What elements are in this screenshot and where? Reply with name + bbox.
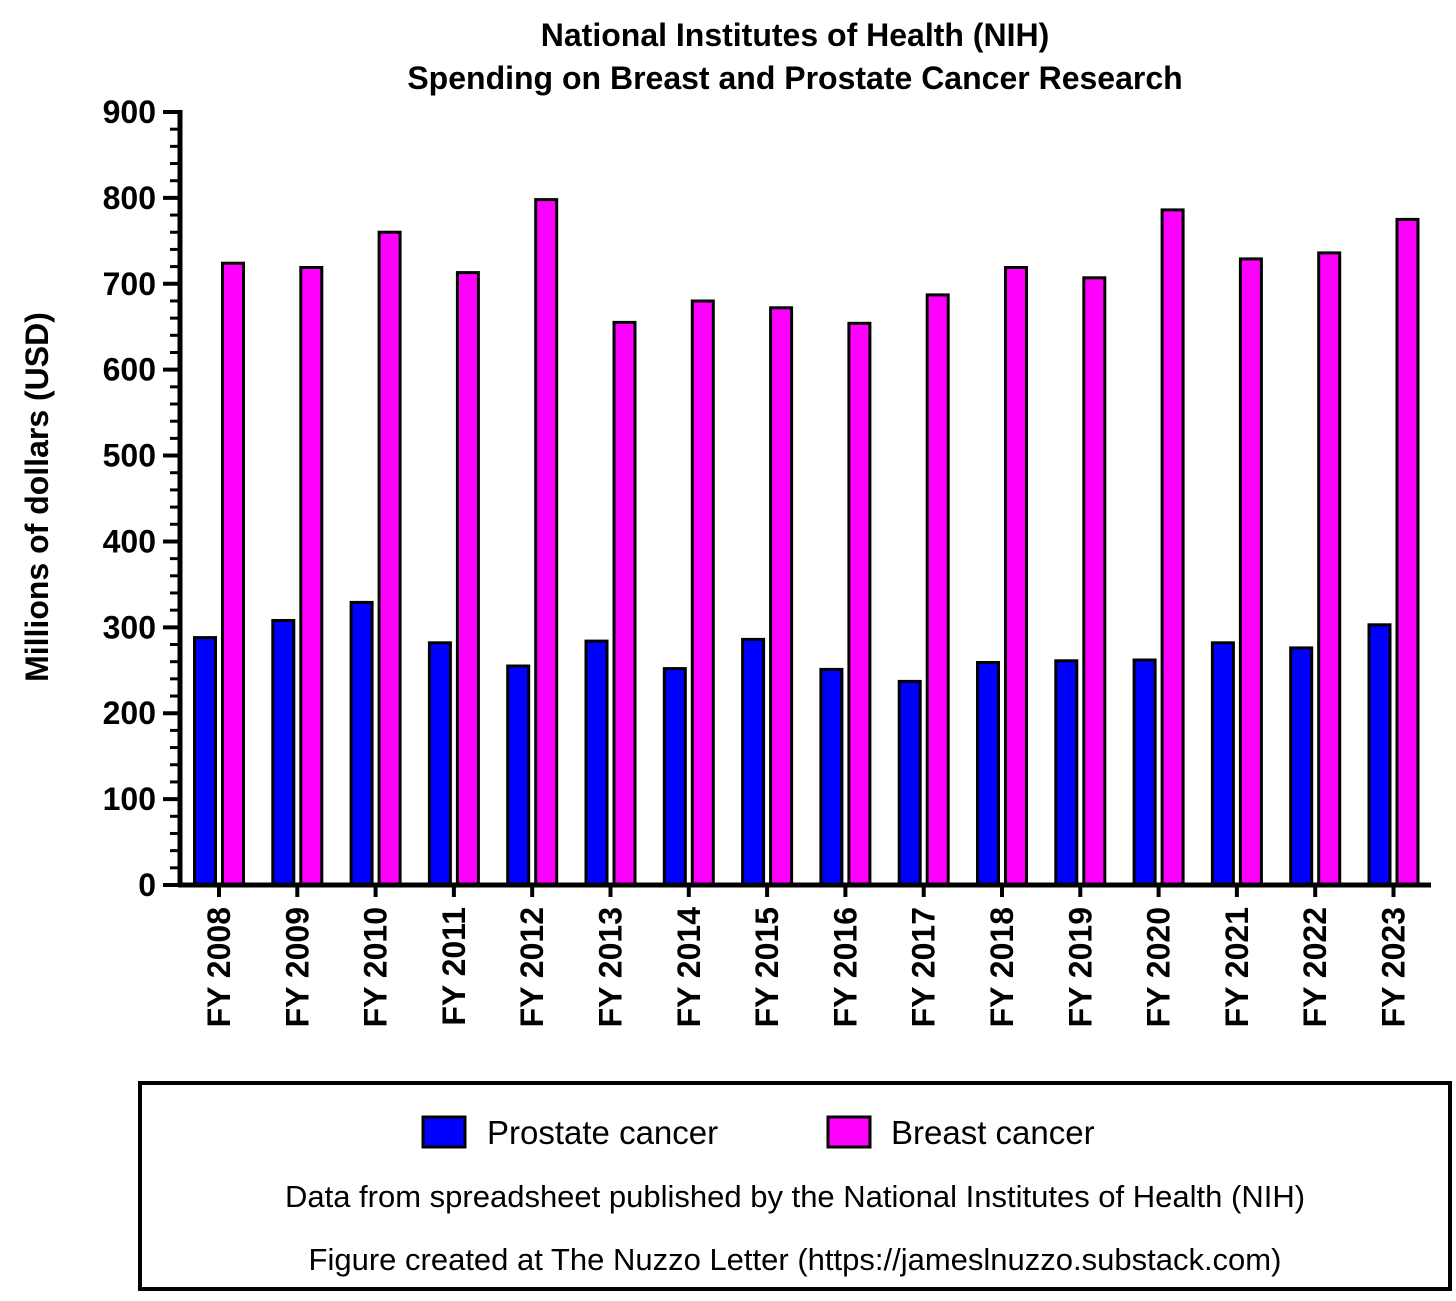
x-tick-label-fy-2022: FY 2022	[1297, 907, 1333, 1027]
bar-prostate-cancer-fy-2013	[584, 639, 609, 887]
bar-breast-cancer-fy-2018	[1004, 266, 1028, 887]
bar-prostate-cancer-fy-2009	[271, 619, 296, 887]
x-tick-label-fy-2012: FY 2012	[514, 907, 550, 1027]
bar-breast-cancer-fy-2010	[377, 230, 402, 887]
x-tick-label-fy-2008: FY 2008	[201, 907, 237, 1027]
bar-breast-cancer-fy-2020	[1160, 208, 1185, 887]
x-tick-label-fy-2016: FY 2016	[827, 907, 863, 1027]
bar-breast-cancer-fy-2017	[925, 293, 950, 887]
y-tick-label-700: 700	[103, 266, 156, 302]
x-tick-label-fy-2023: FY 2023	[1376, 907, 1412, 1027]
bar-breast-cancer-fy-2011	[455, 271, 480, 887]
x-tick-label-fy-2009: FY 2009	[279, 907, 315, 1027]
bar-prostate-cancer-fy-2011	[427, 641, 452, 887]
bar-breast-cancer-fy-2015	[769, 306, 794, 887]
legend-swatch-breast	[826, 1115, 872, 1149]
x-tick-label-fy-2014: FY 2014	[671, 907, 707, 1028]
x-tick-label-fy-2019: FY 2019	[1062, 907, 1098, 1027]
x-tick-label-fy-2013: FY 2013	[593, 907, 629, 1027]
x-axis-tick-labels: FY 2008 FY 2009 FY 2010 FY 2011 FY 2012 FY 20…	[201, 907, 1412, 1028]
y-tick-label-800: 800	[103, 180, 156, 216]
legend-swatch-prostate	[421, 1115, 467, 1149]
x-tick-label-fy-2010: FY 2010	[358, 907, 394, 1027]
bar-breast-cancer-fy-2012	[534, 198, 559, 887]
bar-breast-cancer-fy-2016	[847, 321, 872, 887]
y-tick-label-300: 300	[103, 609, 156, 645]
bar-breast-cancer-fy-2009	[299, 266, 324, 887]
legend-label-breast: Breast cancer	[891, 1114, 1095, 1151]
bar-breast-cancer-fy-2023	[1395, 217, 1420, 887]
figure-credit-note: Figure created at The Nuzzo Letter (http…	[309, 1242, 1282, 1277]
x-tick-label-fy-2018: FY 2018	[984, 907, 1020, 1027]
data-source-note: Data from spreadsheet published by the N…	[285, 1179, 1305, 1214]
y-axis-label: Millions of dollars (USD)	[19, 312, 55, 682]
legend-label-prostate: Prostate cancer	[487, 1114, 718, 1151]
bar-prostate-cancer-fy-2016	[819, 667, 844, 887]
y-tick-label-900: 900	[103, 94, 156, 130]
x-tick-label-fy-2021: FY 2021	[1219, 907, 1255, 1027]
y-axis-ticks	[163, 110, 180, 887]
x-tick-label-fy-2015: FY 2015	[749, 907, 785, 1027]
bar-prostate-cancer-fy-2021	[1210, 641, 1235, 887]
bars	[193, 198, 1420, 887]
bar-prostate-cancer-fy-2023	[1367, 623, 1392, 887]
bar-breast-cancer-fy-2013	[612, 320, 637, 887]
bar-prostate-cancer-fy-2008	[193, 636, 217, 887]
chart-title: National Institutes of Health (NIH) Spen…	[407, 17, 1182, 96]
bar-prostate-cancer-fy-2012	[506, 664, 531, 887]
bar-prostate-cancer-fy-2022	[1289, 646, 1314, 887]
bar-prostate-cancer-fy-2020	[1132, 658, 1157, 887]
bar-breast-cancer-fy-2008	[221, 261, 245, 887]
y-axis-tick-labels: 0 100 200 300 400 500 600 700 800 900	[103, 94, 156, 903]
bar-breast-cancer-fy-2022	[1317, 251, 1342, 887]
chart-title-line-2: Spending on Breast and Prostate Cancer R…	[407, 60, 1182, 96]
y-tick-label-200: 200	[103, 695, 156, 731]
bar-breast-cancer-fy-2019	[1082, 276, 1107, 887]
chart-title-line-1: National Institutes of Health (NIH)	[541, 17, 1049, 53]
bar-breast-cancer-fy-2014	[690, 299, 715, 887]
bar-prostate-cancer-fy-2017	[897, 679, 922, 887]
x-tick-label-fy-2020: FY 2020	[1141, 907, 1177, 1027]
x-tick-label-fy-2017: FY 2017	[906, 907, 942, 1027]
bar-prostate-cancer-fy-2014	[662, 667, 687, 887]
bar-breast-cancer-fy-2021	[1238, 257, 1263, 887]
legend-frame	[138, 1081, 1452, 1291]
y-tick-label-0: 0	[138, 867, 156, 903]
bar-prostate-cancer-fy-2019	[1054, 659, 1079, 887]
bar-prostate-cancer-fy-2018	[976, 661, 1000, 887]
y-tick-label-100: 100	[103, 781, 156, 817]
y-tick-label-400: 400	[103, 523, 156, 559]
bar-prostate-cancer-fy-2010	[349, 600, 374, 887]
bar-prostate-cancer-fy-2015	[741, 637, 766, 887]
y-tick-label-500: 500	[103, 438, 156, 474]
x-tick-label-fy-2011: FY 2011	[436, 907, 472, 1026]
legend-box: Prostate cancer Breast cancer Data from …	[138, 1081, 1452, 1291]
y-tick-label-600: 600	[103, 352, 156, 388]
